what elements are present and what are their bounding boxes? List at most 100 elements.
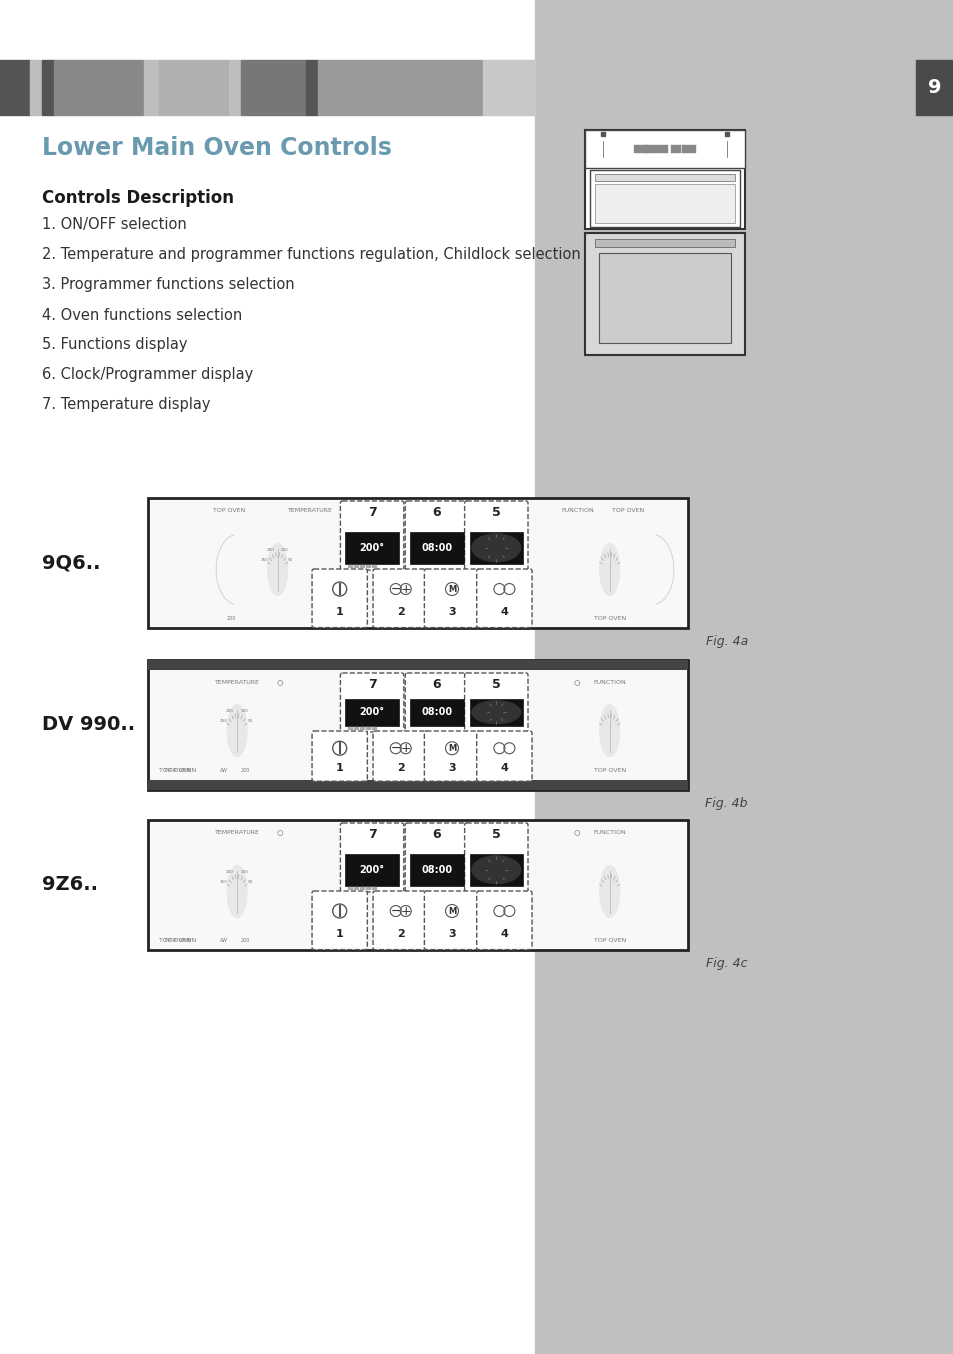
Bar xyxy=(348,887,352,890)
Ellipse shape xyxy=(599,543,619,596)
Bar xyxy=(345,532,398,565)
Text: 7: 7 xyxy=(367,677,376,691)
Text: TOP OVEN: TOP OVEN xyxy=(593,768,625,773)
Text: 9Q6..: 9Q6.. xyxy=(42,554,100,573)
Bar xyxy=(354,727,358,728)
Bar xyxy=(317,60,482,115)
FancyBboxPatch shape xyxy=(464,501,527,570)
Bar xyxy=(584,233,744,355)
Text: 5. Functions display: 5. Functions display xyxy=(42,337,188,352)
Text: 08:00: 08:00 xyxy=(421,865,452,875)
Text: 50: 50 xyxy=(247,719,253,723)
Text: 200: 200 xyxy=(240,768,250,773)
Text: 200°: 200° xyxy=(359,543,384,552)
Text: FUNCTION: FUNCTION xyxy=(593,830,625,835)
Text: 250: 250 xyxy=(220,719,228,723)
Text: 5: 5 xyxy=(492,827,500,841)
FancyBboxPatch shape xyxy=(405,823,468,892)
Bar xyxy=(148,780,687,789)
Text: TEMPERATURE: TEMPERATURE xyxy=(214,681,259,685)
Text: 2. Temperature and programmer functions regulation, Childlock selection: 2. Temperature and programmer functions … xyxy=(42,248,580,263)
Bar xyxy=(354,565,358,567)
Text: −: − xyxy=(390,904,400,918)
Text: 3: 3 xyxy=(448,762,456,773)
Bar xyxy=(354,887,358,890)
Ellipse shape xyxy=(471,856,520,884)
Text: 7: 7 xyxy=(367,505,376,519)
Bar xyxy=(148,659,687,789)
Bar xyxy=(372,727,376,728)
FancyBboxPatch shape xyxy=(373,731,428,781)
Bar xyxy=(360,887,364,890)
Text: TOP OVEN: TOP OVEN xyxy=(164,768,196,773)
Bar xyxy=(645,145,667,153)
Bar xyxy=(469,532,522,565)
Text: 1: 1 xyxy=(335,762,343,773)
Bar xyxy=(671,145,680,153)
Ellipse shape xyxy=(599,865,619,918)
Text: 7: 7 xyxy=(367,827,376,841)
Ellipse shape xyxy=(227,704,247,757)
FancyBboxPatch shape xyxy=(476,731,532,781)
Text: 200: 200 xyxy=(226,709,233,714)
FancyBboxPatch shape xyxy=(424,891,479,949)
Bar xyxy=(159,60,229,115)
Bar xyxy=(148,498,687,628)
Bar xyxy=(306,60,317,115)
Ellipse shape xyxy=(268,543,287,596)
Text: 3: 3 xyxy=(448,929,456,938)
Text: +: + xyxy=(400,582,411,596)
Text: 2: 2 xyxy=(396,929,404,938)
Text: 200: 200 xyxy=(226,871,233,875)
Bar xyxy=(54,60,144,115)
Text: +: + xyxy=(400,904,411,918)
Text: 3: 3 xyxy=(448,607,456,617)
Bar xyxy=(372,887,376,890)
Bar xyxy=(42,60,54,115)
Text: M: M xyxy=(447,585,456,593)
FancyBboxPatch shape xyxy=(312,569,367,628)
Ellipse shape xyxy=(227,865,247,918)
Text: 1: 1 xyxy=(335,929,343,938)
Bar xyxy=(148,821,687,951)
Text: TOP OVEN: TOP OVEN xyxy=(593,937,625,942)
Bar xyxy=(469,699,522,726)
Text: 6: 6 xyxy=(432,827,440,841)
Text: 9Z6..: 9Z6.. xyxy=(42,876,98,895)
Bar xyxy=(0,60,30,115)
Text: 2: 2 xyxy=(396,762,404,773)
Text: 3. Programmer functions selection: 3. Programmer functions selection xyxy=(42,278,294,292)
Text: 5: 5 xyxy=(492,505,500,519)
Bar xyxy=(595,173,734,180)
Bar xyxy=(595,240,734,246)
Text: Fig. 4c: Fig. 4c xyxy=(706,957,747,971)
Bar xyxy=(681,145,696,153)
FancyBboxPatch shape xyxy=(405,501,468,570)
Text: 4. Oven functions selection: 4. Oven functions selection xyxy=(42,307,242,322)
Bar xyxy=(535,0,953,1354)
FancyBboxPatch shape xyxy=(476,891,532,949)
FancyBboxPatch shape xyxy=(340,823,403,892)
Text: Fig. 4a: Fig. 4a xyxy=(705,635,747,649)
Text: TOP OVEN: TOP OVEN xyxy=(164,937,196,942)
Text: 6: 6 xyxy=(432,677,440,691)
Bar xyxy=(372,565,376,567)
Bar xyxy=(360,565,364,567)
Text: −: − xyxy=(390,742,400,754)
Text: 100: 100 xyxy=(240,709,248,714)
Text: 250: 250 xyxy=(260,558,269,562)
FancyBboxPatch shape xyxy=(373,891,428,949)
FancyBboxPatch shape xyxy=(476,569,532,628)
Text: −: − xyxy=(390,582,400,596)
Text: 4: 4 xyxy=(500,929,508,938)
FancyBboxPatch shape xyxy=(405,673,468,733)
Bar xyxy=(366,565,370,567)
Text: 100: 100 xyxy=(240,871,248,875)
Text: 6: 6 xyxy=(432,505,440,519)
Bar xyxy=(366,727,370,728)
Text: 2: 2 xyxy=(396,607,404,617)
Text: M: M xyxy=(447,743,456,753)
Text: Controls Description: Controls Description xyxy=(42,190,233,207)
Text: TOP OVEN: TOP OVEN xyxy=(593,616,625,620)
Text: 200: 200 xyxy=(227,616,236,620)
